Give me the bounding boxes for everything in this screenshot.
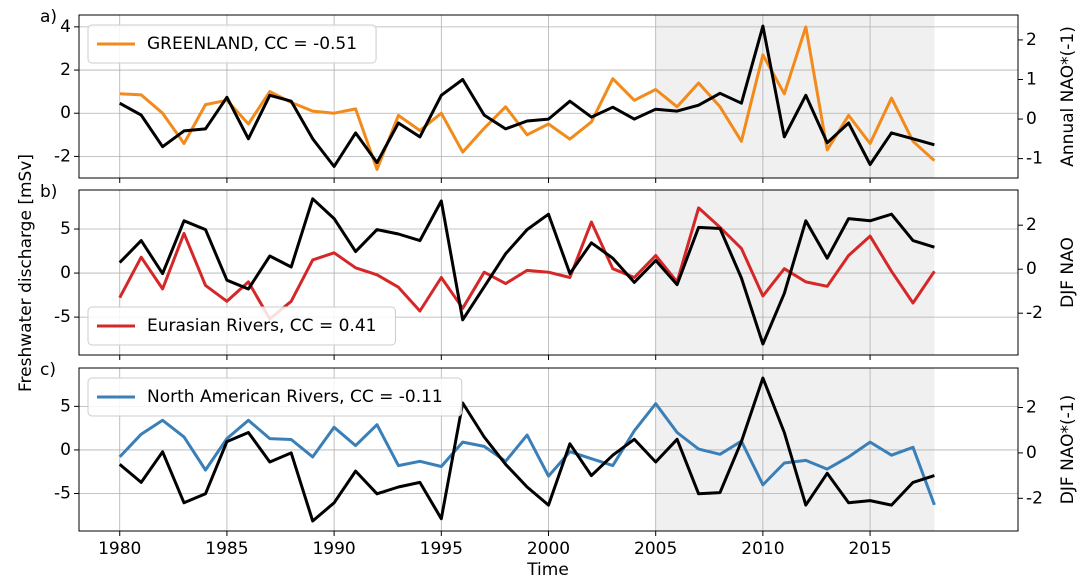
legend-box: [87, 306, 396, 346]
y-tick-label: 2: [60, 60, 71, 80]
y-tick-label: -2: [54, 146, 71, 166]
legend-label: Eurasian Rivers, CC = 0.41: [147, 316, 376, 336]
y2-tick-label: 2: [1026, 398, 1037, 418]
series-line: [118, 206, 936, 321]
x-tick-label: 1985: [205, 539, 248, 559]
y2-tick-label: 0: [1026, 443, 1037, 463]
panel-label: c): [40, 360, 56, 380]
y2-tick-label: 0: [1026, 259, 1037, 279]
x-tick-label: 1995: [420, 539, 463, 559]
panel-label: b): [40, 182, 57, 202]
legend-box: [87, 24, 377, 64]
y-tick-label: 0: [60, 440, 71, 460]
highlight-band: [655, 190, 935, 355]
y-tick-label: 0: [60, 103, 71, 123]
y-tick-label: -5: [54, 307, 71, 327]
y-axis-label: Freshwater discharge [mSv]: [16, 154, 36, 392]
y2-axis-label: DJF NAO: [1058, 237, 1078, 308]
x-tick-label: 1990: [312, 539, 355, 559]
legend-label: North American Rivers, CC = -0.11: [147, 387, 443, 407]
y2-tick-label: -1: [1026, 149, 1043, 169]
x-tick-label: 2010: [741, 539, 784, 559]
x-tick-label: 1980: [98, 539, 141, 559]
plot-frame: [78, 14, 1019, 179]
panel-label: a): [40, 7, 57, 27]
y-tick-label: 5: [60, 219, 71, 239]
y2-tick-label: 2: [1026, 30, 1037, 50]
legend: North American Rivers, CC = -0.11: [87, 377, 463, 417]
y2-axis-label: Annual NAO*(-1): [1058, 26, 1078, 167]
highlight-band: [655, 15, 935, 178]
plot-frame: [78, 189, 1019, 356]
y-tick-label: 0: [60, 263, 71, 283]
plot-frame: [78, 367, 1019, 532]
y-tick-label: 4: [60, 17, 71, 37]
series-line: [119, 25, 936, 171]
legend: GREENLAND, CC = -0.51: [87, 24, 377, 64]
x-tick-label: 2000: [527, 539, 570, 559]
y2-axis-label: DJF NAO*(-1): [1058, 395, 1078, 504]
series-line: [118, 402, 936, 506]
y2-tick-label: -2: [1026, 488, 1043, 508]
series-line: [118, 197, 935, 346]
legend: Eurasian Rivers, CC = 0.41: [87, 306, 396, 346]
series-line: [118, 376, 935, 523]
y2-tick-label: 2: [1026, 215, 1037, 235]
y-tick-label: -5: [54, 484, 71, 504]
legend-box: [87, 377, 463, 417]
y2-tick-label: -2: [1026, 303, 1043, 323]
x-tick-label: 2005: [634, 539, 677, 559]
y2-tick-label: 0: [1026, 109, 1037, 129]
x-axis-label: Time: [526, 560, 569, 580]
y-tick-label: 5: [60, 396, 71, 416]
y2-tick-label: 1: [1026, 69, 1037, 89]
series-line: [118, 24, 935, 168]
x-tick-label: 2015: [848, 539, 891, 559]
legend-label: GREENLAND, CC = -0.51: [147, 34, 357, 54]
